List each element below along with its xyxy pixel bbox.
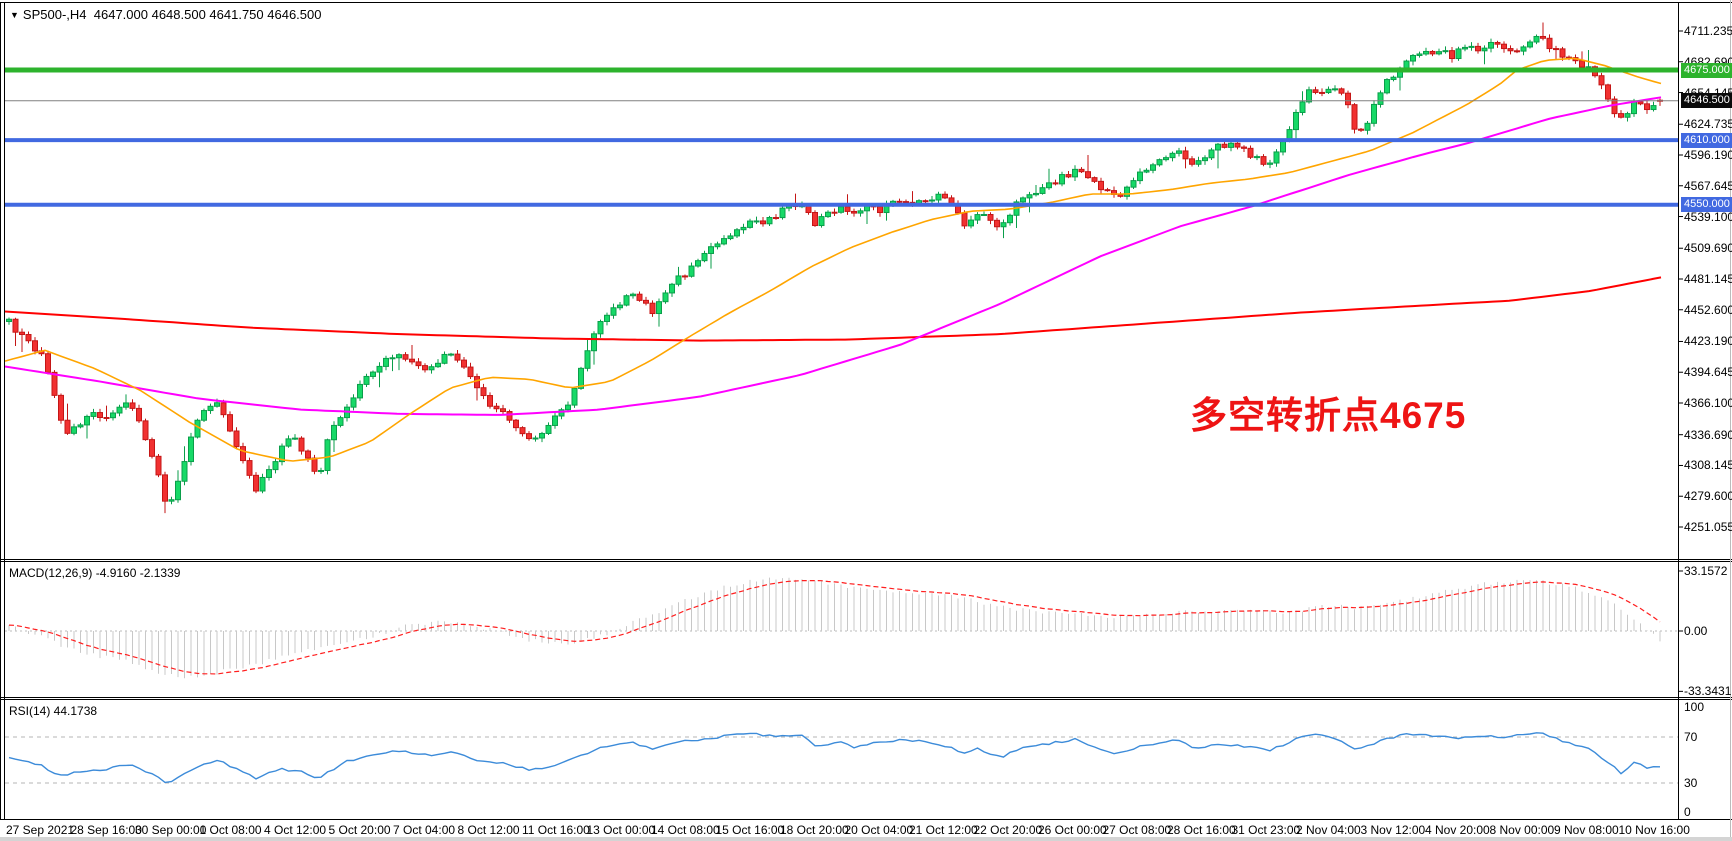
- time-axis-label: 10 Nov 16:00: [1618, 823, 1690, 837]
- time-axis-label: 18 Oct 20:00: [780, 823, 849, 837]
- price-tag-4675: 4675.000: [1681, 62, 1732, 78]
- time-axis-label: 20 Oct 04:00: [844, 823, 914, 837]
- price-tag-4550: 4550.000: [1681, 197, 1732, 213]
- ma-fast-orange: [4, 57, 1662, 462]
- price-scale-zone[interactable]: [1678, 3, 1732, 819]
- macd-signal-line: [8, 579, 1661, 675]
- ma-mid-magenta: [4, 96, 1662, 416]
- price-axis-label: 4308.145: [1684, 458, 1732, 473]
- macd-axis-label: -33.3431: [1684, 684, 1732, 699]
- time-axis-label: 14 Oct 08:00: [651, 823, 720, 837]
- rsi-axis-label: 30: [1684, 776, 1698, 790]
- time-axis-label: 9 Nov 08:00: [1554, 823, 1619, 837]
- macd-indicator-label: MACD(12,26,9) -4.9160 -2.1339: [9, 566, 181, 580]
- time-axis-label: 11 Oct 16:00: [522, 823, 590, 837]
- rsi-indicator-label: RSI(14) 44.1738: [9, 704, 98, 718]
- price-axis-label: 4567.645: [1684, 178, 1732, 193]
- rsi-axis-label: 100: [1684, 700, 1705, 714]
- price-axis-label: 4711.235: [1684, 24, 1732, 38]
- time-axis-label: 3 Nov 12:00: [1360, 823, 1426, 837]
- macd-axis-label: 0.00: [1684, 624, 1708, 638]
- time-axis-label: 27 Sep 2021: [6, 823, 75, 837]
- price-axis-label: 4452.600: [1684, 302, 1732, 317]
- candles-layer: [6, 22, 1663, 514]
- price-axis-label: 4509.690: [1684, 241, 1732, 256]
- macd-layer: [5, 577, 1678, 679]
- price-axis-label: 4336.690: [1684, 427, 1732, 442]
- symbol-period-label: SP500-,H4: [22, 7, 87, 22]
- price-axis-label: 4394.645: [1684, 365, 1732, 380]
- time-axis-label: 21 Oct 12:00: [909, 823, 978, 837]
- time-axis-label: 28 Sep 16:00: [70, 823, 142, 837]
- time-axis-label: 7 Oct 04:00: [393, 823, 456, 837]
- chart-title: ▼ SP500-,H4 4647.000 4648.500 4641.750 46…: [10, 7, 321, 22]
- quote-ohlc-label: 4647.000 4648.500 4641.750 4646.500: [93, 7, 322, 22]
- price-tag-4610: 4610.000: [1681, 132, 1732, 148]
- time-axis-label: 30 Sep 00:00: [135, 823, 207, 837]
- time-axis-label: 2 Nov 04:00: [1296, 823, 1361, 837]
- symbol-dropdown-icon[interactable]: ▼: [10, 10, 19, 20]
- price-axis-label: 4596.190: [1684, 148, 1732, 162]
- price-axis-label: 4366.100: [1684, 396, 1732, 410]
- price-axis-label: 4481.145: [1684, 272, 1732, 286]
- time-axis-label: 4 Oct 12:00: [264, 823, 327, 837]
- rsi-axis-label: 0: [1684, 805, 1691, 819]
- price-axis-label: 4279.600: [1684, 489, 1732, 504]
- price-axis-label: 4251.055: [1684, 520, 1732, 534]
- price-axis-label: 4423.190: [1684, 334, 1732, 349]
- time-axis-label: 5 Oct 20:00: [328, 823, 391, 837]
- time-axis-label: 1 Oct 08:00: [199, 823, 262, 837]
- time-axis-label: 26 Oct 00:00: [1038, 823, 1107, 837]
- time-scale-zone[interactable]: [0, 820, 1732, 841]
- time-axis-label: 4 Nov 20:00: [1425, 823, 1490, 837]
- time-axis-label: 27 Oct 08:00: [1102, 823, 1172, 837]
- time-axis-label: 22 Oct 20:00: [973, 823, 1043, 837]
- time-axis-label: 13 Oct 00:00: [586, 823, 656, 837]
- price-axis-label: 4539.100: [1684, 209, 1732, 224]
- rsi-axis-label: 70: [1684, 730, 1698, 744]
- ma-slow-red: [4, 276, 1662, 342]
- time-axis-label: 15 Oct 16:00: [715, 823, 785, 837]
- bottom-strip: [0, 837, 1732, 841]
- time-axis-label: 8 Oct 12:00: [457, 823, 520, 837]
- current-price-tag: 4646.500: [1681, 93, 1732, 109]
- time-axis-label: 8 Nov 00:00: [1489, 823, 1555, 837]
- rsi-layer: [5, 732, 1678, 784]
- macd-axis-label: 33.1572: [1684, 563, 1728, 578]
- rsi-line: [8, 732, 1661, 784]
- annotation-text: 多空转折点4675: [1190, 395, 1467, 436]
- time-axis-label: 31 Oct 23:00: [1231, 823, 1301, 837]
- time-axis-label: 28 Oct 16:00: [1167, 823, 1236, 837]
- price-axis-label: 4624.735: [1684, 117, 1732, 132]
